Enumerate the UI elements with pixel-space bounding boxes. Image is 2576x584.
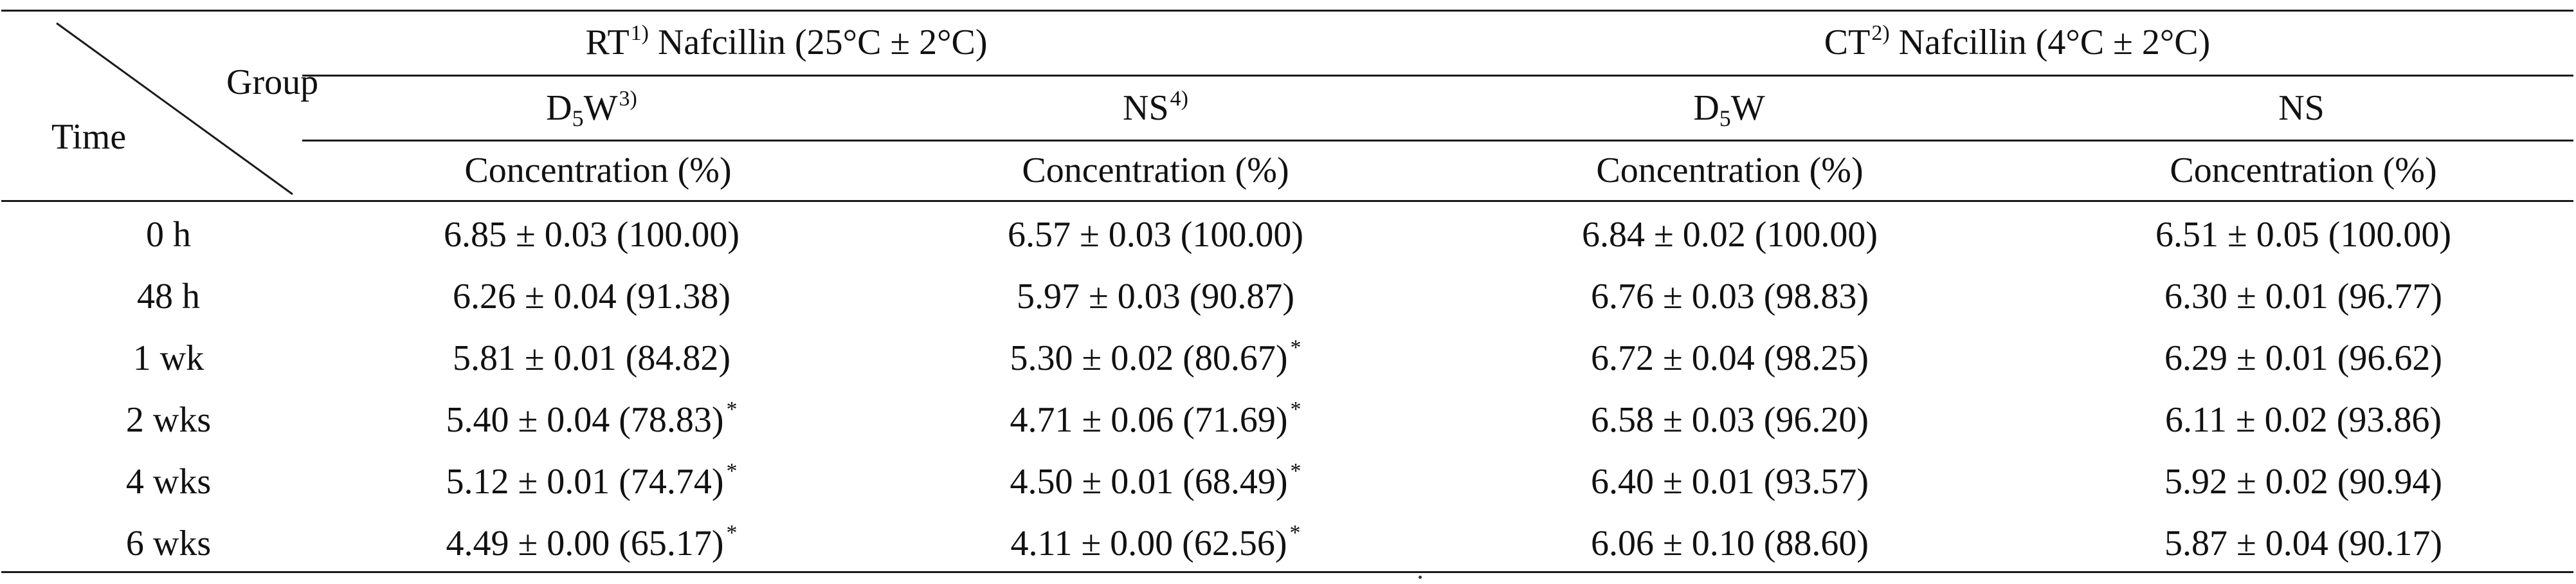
cell-value: 6.06 ± 0.10 (88.60) bbox=[1590, 524, 1869, 563]
significance-mark: * bbox=[726, 397, 738, 421]
concentration-cell: 6.58 ± 0.03 (96.20) bbox=[1591, 402, 1869, 438]
concentration-cell: 5.87 ± 0.04 (90.17) bbox=[2164, 525, 2442, 561]
concentration-cell: 4.11 ± 0.00 (62.56) * bbox=[1010, 522, 1301, 563]
concentration-cell: 6.85 ± 0.03 (100.00) bbox=[444, 217, 739, 253]
concentration-cell: 5.40 ± 0.04 (78.83) * bbox=[446, 399, 737, 440]
significance-mark: * bbox=[726, 459, 738, 483]
cell-value: 6.30 ± 0.01 (96.77) bbox=[2164, 277, 2443, 316]
concentration-cell: 4.50 ± 0.01 (68.49) * bbox=[1010, 461, 1301, 502]
cell-value: 4.71 ± 0.06 (71.69) bbox=[1010, 400, 1288, 440]
significance-mark: * bbox=[1290, 397, 1302, 421]
concentration-cell: 5.30 ± 0.02 (80.67) * bbox=[1010, 337, 1301, 378]
cell-value: 4.50 ± 0.01 (68.49) bbox=[1010, 462, 1288, 502]
concentration-cell: 6.40 ± 0.01 (93.57) bbox=[1591, 464, 1869, 500]
cell-value: 4.49 ± 0.00 (65.17) bbox=[446, 524, 724, 563]
significance-mark: * bbox=[1289, 521, 1301, 545]
cell-value: 6.26 ± 0.04 (91.38) bbox=[452, 277, 731, 316]
concentration-header: Concentration (%) bbox=[2170, 151, 2437, 190]
subgroup-header: D5W3) bbox=[546, 87, 637, 131]
concentration-cell: 6.76 ± 0.03 (98.83) bbox=[1591, 278, 1869, 315]
ct-group-header: CT2) Nafcillin (4°C ± 2°C) bbox=[1824, 21, 2211, 62]
concentration-cell: 6.26 ± 0.04 (91.38) bbox=[453, 278, 730, 315]
subgroup-header: NS4) bbox=[1123, 87, 1188, 128]
rt-group-header: RT1) Nafcillin (25°C ± 2°C) bbox=[585, 21, 988, 62]
cell-value: 6.84 ± 0.02 (100.00) bbox=[1581, 215, 1878, 255]
concentration-cell: 6.06 ± 0.10 (88.60) bbox=[1591, 525, 1869, 561]
cell-value: 6.51 ± 0.05 (100.00) bbox=[2155, 215, 2452, 255]
cell-value: 6.58 ± 0.03 (96.20) bbox=[1590, 400, 1869, 440]
concentration-cell: 6.57 ± 0.03 (100.00) bbox=[1008, 217, 1303, 253]
time-cell: 6 wks bbox=[125, 524, 212, 563]
subgroup-header: D5W bbox=[1693, 88, 1765, 131]
group-header-rule bbox=[302, 75, 2573, 77]
concentration-cell: 5.81 ± 0.01 (84.82) bbox=[453, 340, 730, 376]
cell-value: 6.76 ± 0.03 (98.83) bbox=[1590, 277, 1869, 316]
cell-value: 4.11 ± 0.00 (62.56) bbox=[1010, 524, 1287, 563]
concentration-cell: 6.84 ± 0.02 (100.00) bbox=[1582, 217, 1878, 253]
concentration-cell: 4.49 ± 0.00 (65.17) * bbox=[446, 522, 737, 563]
time-cell: 4 wks bbox=[125, 462, 212, 502]
time-cell: 2 wks bbox=[125, 400, 212, 440]
time-cell: 48 h bbox=[137, 277, 200, 316]
concentration-cell: 6.11 ± 0.02 (93.86) bbox=[2165, 402, 2442, 438]
concentration-cell: 5.12 ± 0.01 (74.74) * bbox=[446, 461, 737, 502]
cell-value: 5.12 ± 0.01 (74.74) bbox=[446, 462, 724, 502]
stray-dot bbox=[1419, 576, 1422, 579]
concentration-cell: 6.29 ± 0.01 (96.62) bbox=[2164, 340, 2442, 376]
subgroup-header-rule bbox=[302, 140, 2573, 141]
cell-value: 5.40 ± 0.04 (78.83) bbox=[446, 400, 724, 440]
concentration-cell: 5.92 ± 0.02 (90.94) bbox=[2164, 464, 2442, 500]
concentration-cell: 6.30 ± 0.01 (96.77) bbox=[2164, 278, 2442, 315]
concentration-cell: 6.51 ± 0.05 (100.00) bbox=[2155, 217, 2451, 253]
cell-value: 6.57 ± 0.03 (100.00) bbox=[1007, 215, 1304, 255]
time-label: Time bbox=[51, 117, 127, 157]
concentration-cell: 4.71 ± 0.06 (71.69) * bbox=[1010, 399, 1301, 440]
concentration-header: Concentration (%) bbox=[1022, 151, 1289, 190]
cell-value: 5.97 ± 0.03 (90.87) bbox=[1016, 277, 1295, 316]
time-cell: 0 h bbox=[146, 215, 191, 255]
bottom-rule bbox=[1, 571, 2573, 573]
cell-value: 6.11 ± 0.02 (93.86) bbox=[2165, 400, 2442, 440]
cell-value: 5.87 ± 0.04 (90.17) bbox=[2164, 524, 2443, 563]
time-cell: 1 wk bbox=[132, 338, 204, 378]
cell-value: 6.29 ± 0.01 (96.62) bbox=[2164, 338, 2443, 378]
cell-value: 6.40 ± 0.01 (93.57) bbox=[1590, 462, 1869, 502]
group-label: Group bbox=[226, 62, 319, 102]
top-rule bbox=[1, 10, 2573, 12]
subgroup-header: NS bbox=[2278, 88, 2325, 128]
header-bottom-rule bbox=[1, 200, 2573, 202]
concentration-header: Concentration (%) bbox=[464, 151, 732, 190]
cell-value: 6.85 ± 0.03 (100.00) bbox=[443, 215, 740, 255]
cell-value: 5.30 ± 0.02 (80.67) bbox=[1010, 338, 1288, 378]
concentration-header: Concentration (%) bbox=[1596, 151, 1864, 190]
cell-value: 5.92 ± 0.02 (90.94) bbox=[2164, 462, 2443, 502]
cell-value: 6.72 ± 0.04 (98.25) bbox=[1590, 338, 1869, 378]
cell-value: 5.81 ± 0.01 (84.82) bbox=[452, 338, 731, 378]
significance-mark: * bbox=[726, 521, 738, 545]
significance-mark: * bbox=[1290, 336, 1302, 360]
significance-mark: * bbox=[1290, 459, 1302, 483]
concentration-cell: 6.72 ± 0.04 (98.25) bbox=[1591, 340, 1869, 376]
concentration-cell: 5.97 ± 0.03 (90.87) bbox=[1017, 278, 1294, 315]
